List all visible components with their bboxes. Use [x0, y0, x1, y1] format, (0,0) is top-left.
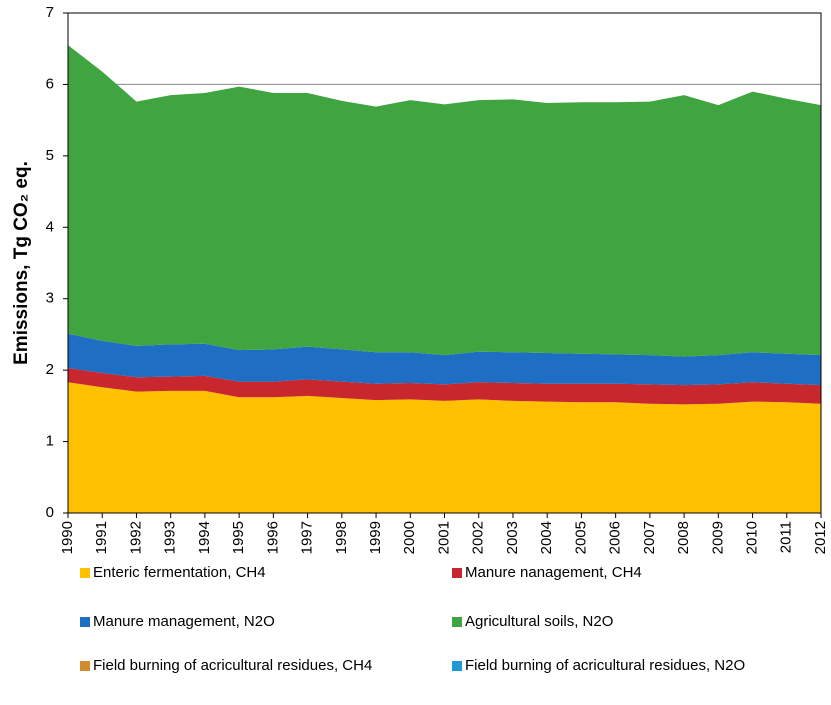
- area: [68, 333, 821, 386]
- legend-swatch: [80, 661, 90, 671]
- x-tick-label: 2001: [435, 521, 452, 554]
- x-tick-label: 2012: [812, 521, 829, 554]
- y-tick-label: 0: [46, 504, 54, 521]
- legend-label: Manure management, N2O: [93, 613, 275, 630]
- x-tick-label: 2006: [607, 521, 624, 554]
- x-tick-label: 2002: [470, 521, 487, 554]
- y-tick-label: 2: [46, 361, 54, 378]
- x-tick-label: 1993: [162, 521, 179, 554]
- x-tick-label: 1995: [230, 521, 247, 554]
- x-tick-label: 2004: [538, 521, 555, 554]
- legend-swatch: [80, 617, 90, 627]
- legend-label: Field burning of acricultural residues, …: [465, 657, 745, 674]
- x-tick-label: 2007: [641, 521, 658, 554]
- y-tick-label: 7: [46, 4, 54, 21]
- x-tick-label: 2009: [709, 521, 726, 554]
- x-tick-label: 1991: [93, 521, 110, 554]
- x-tick-label: 2000: [401, 521, 418, 554]
- area: [68, 382, 821, 513]
- legend-label: Enteric fermentation, CH4: [93, 564, 266, 581]
- x-tick-label: 2011: [778, 521, 795, 553]
- x-tick-label: 1992: [127, 521, 144, 554]
- y-tick-label: 1: [46, 433, 54, 450]
- legend-swatch: [452, 568, 462, 578]
- x-tick-label: 1999: [367, 521, 384, 554]
- x-tick-label: 2008: [675, 521, 692, 554]
- x-tick-label: 1990: [59, 521, 76, 554]
- legend-label: Manure nanagement, CH4: [465, 564, 642, 581]
- y-tick-label: 5: [46, 147, 54, 164]
- y-tick-label: 6: [46, 75, 54, 92]
- legend-swatch: [80, 568, 90, 578]
- legend-label: Agricultural soils, N2O: [465, 613, 613, 630]
- y-tick-label: 4: [46, 218, 54, 235]
- legend-swatch: [452, 617, 462, 627]
- x-tick-label: 2005: [572, 521, 589, 554]
- x-tick-label: 2010: [744, 521, 761, 554]
- x-tick-label: 2003: [504, 521, 521, 554]
- legend-label: Field burning of acricultural residues, …: [93, 657, 372, 674]
- y-tick-label: 3: [46, 290, 54, 307]
- x-tick-label: 1996: [264, 521, 281, 554]
- x-tick-label: 1997: [299, 521, 316, 554]
- y-axis-label: Emissions, Tg CO₂ eq.: [11, 161, 32, 365]
- x-tick-label: 1998: [333, 521, 350, 554]
- area: [68, 45, 821, 357]
- legend-swatch: [452, 661, 462, 671]
- area: [68, 368, 821, 405]
- x-tick-label: 1994: [196, 521, 213, 554]
